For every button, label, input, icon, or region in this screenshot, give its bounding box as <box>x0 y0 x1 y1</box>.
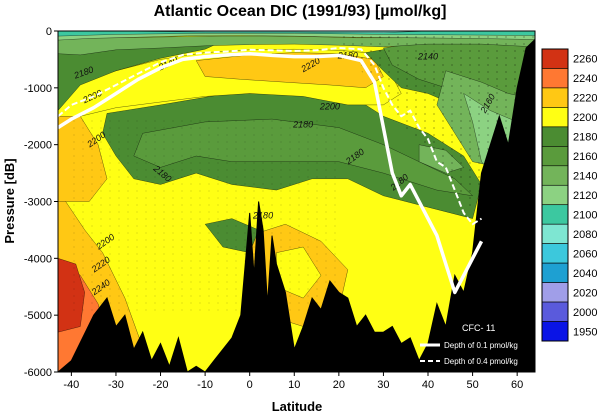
chart-title: Atlantic Ocean DIC (1991/93) [µmol/kg] <box>154 3 447 20</box>
x-tick-label: 30 <box>377 379 389 391</box>
y-tick-label: -3000 <box>24 197 52 209</box>
colorbar-label: 2060 <box>573 248 597 260</box>
contour-label: 2180 <box>292 120 313 130</box>
x-tick-label: 50 <box>466 379 478 391</box>
cfc-line-0-4 <box>58 47 483 226</box>
colorbar-label: 2200 <box>573 112 597 124</box>
y-tick-label: -5000 <box>24 310 52 322</box>
cfc-legend: CFC- 11 Depth of 0.1 pmol/kg Depth of 0.… <box>420 323 518 366</box>
colorbar-label: 2140 <box>573 171 597 183</box>
colorbar-label: 2020 <box>573 287 597 299</box>
y-tick-label: 0 <box>46 26 52 38</box>
contour-label: 2180 <box>252 211 273 221</box>
x-tick-label: 0 <box>247 379 253 391</box>
colorbar-swatch <box>541 204 569 225</box>
colorbar-label: 2220 <box>573 93 597 105</box>
y-axis-label: Pressure [dB] <box>2 158 17 243</box>
x-tick-label: -10 <box>197 379 213 391</box>
colorbar-swatch <box>541 107 569 128</box>
x-tick-label: 40 <box>422 379 434 391</box>
colorbar-label: 1950 <box>573 326 597 338</box>
colorbar-swatch <box>541 68 569 89</box>
colorbar-swatch <box>541 243 569 264</box>
colorbar-label: 2080 <box>573 229 597 241</box>
colorbar-label: 2040 <box>573 268 597 280</box>
y-tick-label: -4000 <box>24 253 52 265</box>
x-tick-label: -20 <box>153 379 169 391</box>
colorbar-swatch <box>541 223 569 244</box>
colorbar-swatch <box>541 165 569 186</box>
colorbar-label: 2260 <box>573 54 597 66</box>
colorbar-label: 2000 <box>573 307 597 319</box>
contour-label: 2200 <box>319 101 340 111</box>
colorbar-swatch <box>541 184 569 206</box>
plot-area: 2180214022002200220022202240218022002180… <box>58 31 535 372</box>
colorbar-label: 2240 <box>573 73 597 85</box>
legend-item-dashed: Depth of 0.4 pmol/kg <box>444 357 518 366</box>
colorbar-swatch <box>541 126 569 147</box>
x-tick-label: -40 <box>63 379 79 391</box>
contour-label: 2140 <box>417 51 438 61</box>
y-tick-label: -2000 <box>24 140 52 152</box>
colorbar: 2260 2240 2220 2200 2180 2160 2140 2120 2100 2080… <box>541 48 597 342</box>
colorbar-label: 2100 <box>573 209 597 221</box>
colorbar-swatch <box>541 282 569 303</box>
colorbar-swatch <box>541 146 569 167</box>
colorbar-swatch <box>541 262 569 283</box>
colorbar-label: 2120 <box>573 190 597 202</box>
x-tick-label: 60 <box>511 379 523 391</box>
legend-item-solid: Depth of 0.1 pmol/kg <box>444 341 518 350</box>
colorbar-swatch <box>541 321 569 342</box>
colorbar-frame <box>541 48 569 342</box>
cfc-line-0-1 <box>58 51 484 295</box>
cfc-lines <box>58 47 484 295</box>
y-tick-label: -1000 <box>24 83 52 95</box>
colorbar-swatch <box>541 48 569 69</box>
y-tick-label: -6000 <box>24 367 52 379</box>
x-tick-label: 10 <box>288 379 300 391</box>
y-axis-ticks: 0 -1000 -2000 -3000 -4000 -5000 -6000 <box>24 26 58 379</box>
x-axis-ticks: -40 -30 -20 -10 0 10 20 30 40 50 60 <box>63 372 523 391</box>
colorbar-label: 2180 <box>573 132 597 144</box>
x-tick-label: 20 <box>333 379 345 391</box>
colorbar-swatch <box>541 301 569 322</box>
colorbar-label: 2160 <box>573 151 597 163</box>
x-axis-label: Latitude <box>272 399 323 414</box>
colorbar-swatch <box>541 87 569 108</box>
legend-heading: CFC- 11 <box>462 323 495 333</box>
x-tick-label: -30 <box>108 379 124 391</box>
contour-label: 2180 <box>337 50 358 60</box>
